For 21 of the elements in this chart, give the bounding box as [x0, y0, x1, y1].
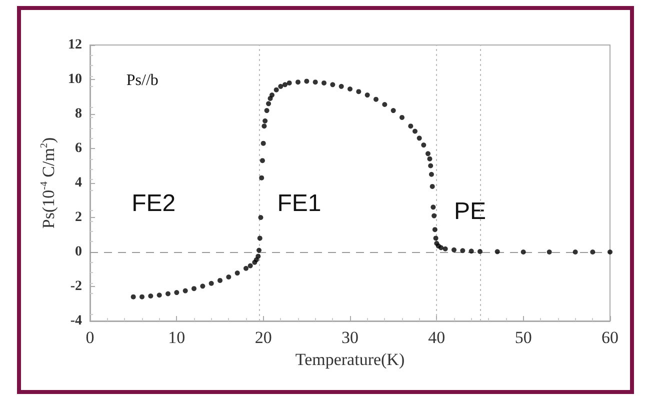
y-tick-label: 12 [68, 38, 82, 52]
annotation: Ps//b [126, 72, 158, 90]
y-tick-label: 4 [75, 176, 82, 190]
y-tick-label: -4 [70, 314, 82, 328]
annotation: FE2 [132, 190, 176, 217]
annotation: PE [454, 198, 486, 226]
x-tick-label: 50 [514, 328, 532, 347]
x-tick-label: 40 [428, 328, 446, 347]
y-tick-label: 2 [75, 210, 82, 225]
x-tick-label: 30 [342, 328, 358, 347]
y-tick-label: -2 [70, 279, 82, 294]
y-tick-label: 6 [75, 141, 82, 156]
y-tick-label: 10 [68, 72, 82, 87]
y-tick-label: 8 [75, 106, 82, 122]
y-tick-label: 0 [75, 244, 82, 260]
x-tick-label: 10 [168, 328, 186, 347]
annotation: FE1 [277, 190, 322, 217]
x-tick-label: 60 [602, 328, 618, 347]
y-axis-title: Ps(10-4 C/m2) [39, 137, 58, 229]
x-tick-label: 20 [254, 328, 272, 347]
x-axis-title: Temperature(K) [295, 350, 405, 369]
